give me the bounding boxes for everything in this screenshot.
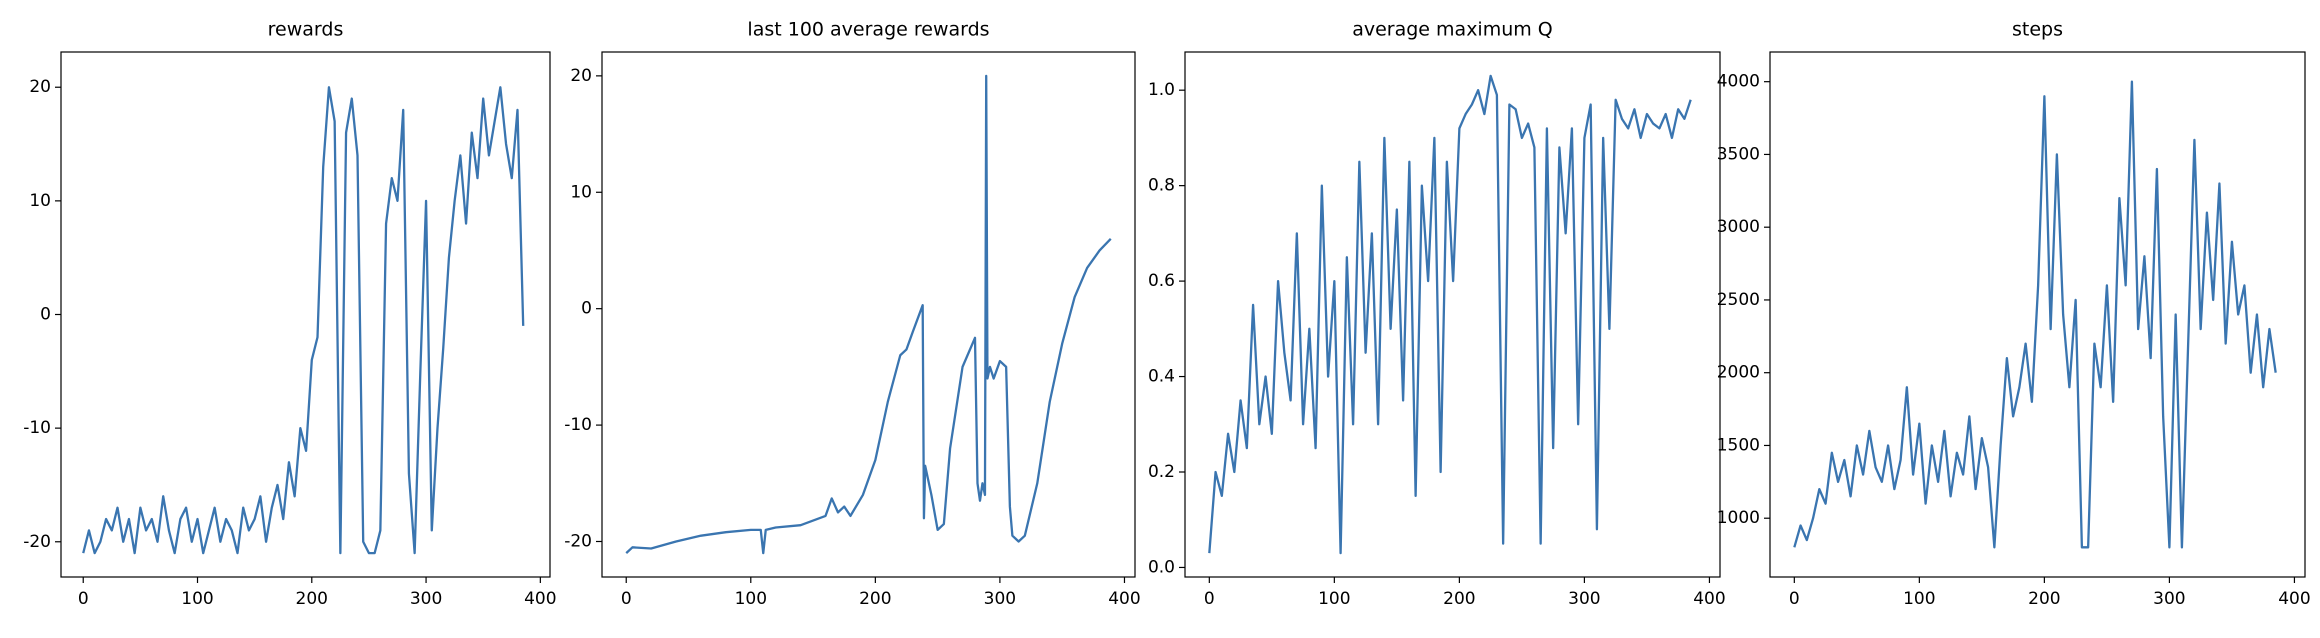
x-tick-label: 300: [1568, 589, 1600, 609]
x-tick-label: 300: [2153, 589, 2185, 609]
chart-title: rewards: [268, 19, 344, 41]
x-tick-label: 200: [296, 589, 328, 609]
x-tick-label: 100: [1318, 589, 1350, 609]
y-tick-label: 0: [40, 305, 51, 325]
x-tick-label: 300: [984, 589, 1016, 609]
x-tick-label: 400: [1108, 589, 1140, 609]
y-tick-label: 0.8: [1148, 176, 1175, 196]
y-tick-label: 0.0: [1148, 557, 1175, 577]
x-tick-label: 200: [1443, 589, 1475, 609]
axes-frame: [1769, 51, 2306, 578]
y-tick-label: -20: [23, 532, 51, 552]
x-tick-label: 300: [410, 589, 442, 609]
x-tick-label: 100: [735, 589, 767, 609]
y-tick-label: 1.0: [1148, 80, 1175, 100]
data-line: [1793, 80, 2277, 549]
y-tick-label: 1500: [1717, 435, 1760, 455]
y-tick-label: -10: [564, 415, 592, 435]
axes-frame: [60, 51, 551, 578]
x-tick-label: 100: [181, 589, 213, 609]
y-tick-label: 20: [29, 77, 51, 97]
y-tick-label: 2000: [1717, 363, 1760, 383]
data-line: [625, 74, 1112, 555]
x-tick-label: 100: [1903, 589, 1935, 609]
x-tick-label: 400: [2278, 589, 2310, 609]
y-tick-label: 3500: [1717, 144, 1760, 164]
y-tick-label: 0.4: [1148, 367, 1175, 387]
x-tick-label: 200: [2028, 589, 2060, 609]
x-tick-label: 0: [1204, 589, 1215, 609]
y-tick-label: 3000: [1717, 217, 1760, 237]
axes-frame: [601, 51, 1136, 578]
chart-title: last 100 average rewards: [747, 19, 989, 41]
chart-title: steps: [2012, 19, 2063, 41]
y-tick-label: -10: [23, 418, 51, 438]
x-tick-label: 200: [859, 589, 891, 609]
data-line: [82, 86, 525, 555]
y-tick-label: -20: [564, 531, 592, 551]
y-tick-label: 10: [570, 182, 592, 202]
y-tick-label: 1000: [1717, 508, 1760, 528]
x-tick-label: 0: [78, 589, 89, 609]
y-tick-label: 4000: [1717, 72, 1760, 92]
y-tick-label: 0.6: [1148, 271, 1175, 291]
y-tick-label: 10: [29, 191, 51, 211]
x-tick-label: 0: [621, 589, 632, 609]
y-tick-label: 2500: [1717, 290, 1760, 310]
data-line: [1208, 74, 1692, 555]
axes-frame: [1184, 51, 1721, 578]
y-tick-label: 0.2: [1148, 462, 1175, 482]
x-tick-label: 0: [1789, 589, 1800, 609]
chart-title: average maximum Q: [1352, 19, 1553, 41]
x-tick-label: 400: [524, 589, 556, 609]
y-tick-label: 0: [581, 299, 592, 319]
y-tick-label: 20: [570, 66, 592, 86]
x-tick-label: 400: [1693, 589, 1725, 609]
